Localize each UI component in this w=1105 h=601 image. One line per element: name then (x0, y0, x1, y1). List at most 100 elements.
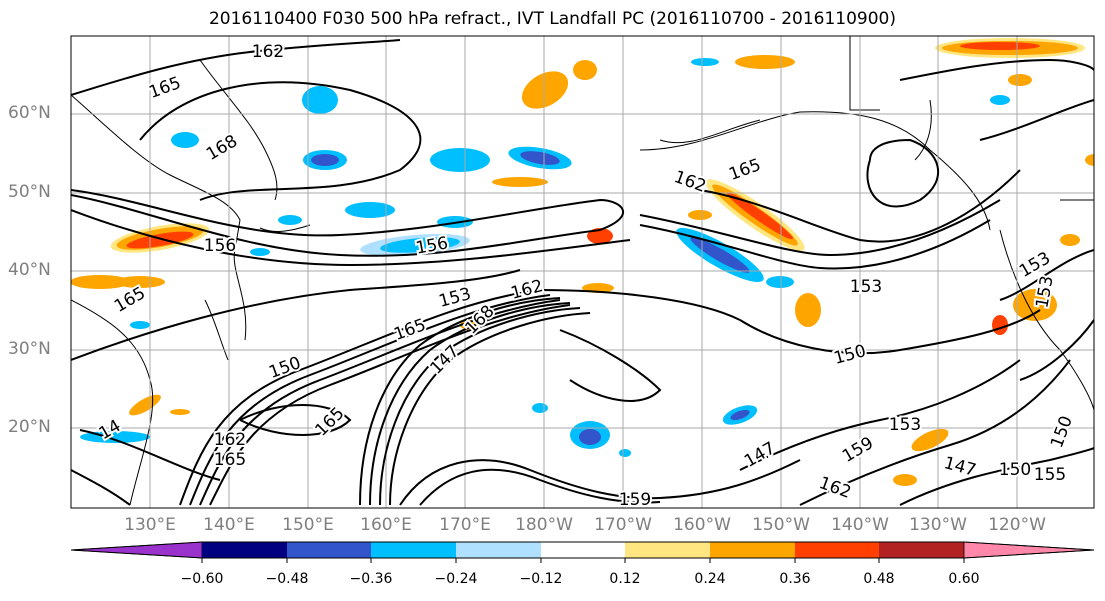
fill-blob-21 (1008, 74, 1032, 86)
coastline-3 (259, 224, 311, 232)
colorbar-tick-6: 0.24 (694, 571, 726, 587)
fill-blob-37 (690, 237, 750, 273)
fill-blob-13 (735, 55, 795, 69)
contour-line-27 (239, 404, 352, 436)
contour-line-8 (71, 269, 521, 361)
lon-label-10: 130°W (909, 515, 967, 535)
fill-blob-41 (730, 409, 750, 421)
colorbar-segment-0 (70, 541, 203, 559)
lon-label-3: 160°E (360, 515, 412, 535)
fill-blob-12 (573, 60, 597, 80)
fill-blob-18 (1060, 234, 1080, 246)
contour-line-18 (399, 459, 801, 506)
colorbar-tick-7: 0.36 (779, 571, 811, 587)
gridlines (71, 36, 1094, 508)
contour-line-20 (739, 309, 1041, 355)
colorbar-tick-5: 0.12 (609, 571, 641, 587)
contour-line-10 (179, 288, 741, 506)
contour-label-29: 159 (619, 490, 651, 510)
colorbar-segment-8 (795, 542, 879, 558)
coastline-8 (914, 99, 932, 161)
contour-line-28 (559, 329, 662, 402)
contour-line-16 (379, 307, 581, 506)
lon-label-9: 140°W (831, 515, 889, 535)
fill-blob-16 (795, 293, 821, 327)
colorbar-segment-10 (963, 541, 1095, 559)
ivt-contours (71, 39, 1094, 506)
fill-blob-3 (71, 275, 130, 289)
contour-label-19: 162 (214, 430, 246, 450)
colorbar-segment-6 (625, 542, 710, 558)
fill-blob-49 (130, 321, 150, 329)
lon-label-8: 150°W (752, 515, 810, 535)
lat-label-1: 50°N (8, 182, 51, 202)
fill-blob-35 (380, 237, 460, 253)
contour-line-5 (639, 199, 1001, 257)
lon-label-1: 140°E (203, 515, 255, 535)
colorbar-tick-2: −0.36 (349, 571, 393, 587)
contour-line-14 (359, 297, 561, 506)
contour-label-26: 155 (1034, 465, 1066, 485)
lon-label-4: 170°E (439, 515, 491, 535)
contour-label-0: 162 (252, 42, 284, 62)
lon-label-5: 180°W (515, 515, 573, 535)
contour-line-23 (899, 447, 1094, 506)
lon-label-11: 120°W (988, 515, 1046, 535)
fill-blob-22 (1085, 154, 1094, 166)
fill-blob-11 (521, 71, 569, 109)
lon-label-7: 160°W (673, 515, 731, 535)
lat-label-0: 60°N (8, 103, 51, 123)
fill-blob-47 (766, 276, 794, 288)
fill-blob-45 (345, 202, 395, 218)
lon-label-2: 150°E (282, 515, 334, 535)
fill-blob-42 (171, 132, 199, 148)
contour-line-17 (389, 312, 591, 506)
fill-blob-52 (691, 58, 719, 66)
contour-line-22 (799, 359, 1071, 506)
colorbar-segment-7 (710, 542, 795, 558)
fill-blob-27 (893, 474, 917, 486)
coastline-9 (659, 119, 761, 144)
contour-line-3 (71, 209, 631, 267)
contour-line-15 (369, 302, 571, 506)
coastline-6 (849, 36, 880, 111)
contour-line-0 (71, 39, 401, 96)
fill-blob-14 (587, 228, 613, 244)
colorbar-tick-4: −0.12 (519, 571, 563, 587)
fill-blob-23 (911, 428, 949, 452)
coastline-5 (639, 111, 991, 231)
contour-line-7 (866, 138, 940, 208)
contour-line-21 (739, 359, 1021, 471)
lon-label-0: 130°E (124, 515, 176, 535)
contour-line-11 (189, 294, 551, 506)
fill-blob-7 (960, 42, 1040, 50)
coastline-7 (999, 229, 1094, 411)
colorbar-segment-4 (456, 542, 541, 558)
colorbar-segment-5 (541, 542, 625, 558)
contour-label-6: 156 (204, 236, 236, 256)
contour-line-29 (71, 469, 131, 506)
colorbar-tick-9: 0.60 (948, 571, 980, 587)
map-title: 2016110400 F030 500 hPa refract., IVT La… (208, 9, 896, 29)
contour-line-1 (139, 81, 422, 201)
fill-blob-43 (302, 86, 338, 114)
contour-line-13 (209, 304, 571, 506)
fill-blob-32 (520, 151, 560, 165)
map-frame (70, 35, 1095, 509)
contour-label-30: 153 (889, 415, 921, 435)
fill-blob-54 (250, 248, 270, 256)
fill-blob-2 (126, 231, 194, 249)
lat-label-3: 30°N (8, 339, 51, 359)
fill-blob-15 (492, 177, 548, 187)
fill-blob-51 (619, 449, 631, 457)
fill-blob-39 (579, 429, 601, 445)
fill-blob-4 (115, 276, 165, 288)
contour-line-9 (79, 429, 221, 481)
colorbar-tick-3: −0.24 (434, 571, 478, 587)
colorbar-segment-1 (202, 542, 287, 558)
fill-blob-48 (990, 95, 1010, 105)
contour-line-19 (419, 468, 661, 506)
fill-blob-33 (430, 148, 490, 172)
contour-label-10: 153 (850, 277, 882, 297)
